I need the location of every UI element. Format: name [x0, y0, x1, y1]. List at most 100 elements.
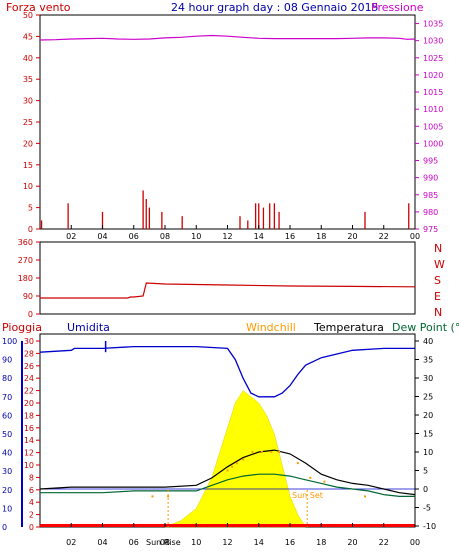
rain-tick-label: 22 — [24, 387, 34, 396]
humidity-tick-label: 100 — [2, 337, 17, 346]
temp-tick-label: 0 — [423, 485, 428, 494]
x-tick-label: 08 — [160, 538, 170, 547]
x-tick-label: 00 — [410, 232, 420, 241]
humidity-tick-label: 90 — [2, 356, 12, 365]
pressure-tick-label: 975 — [423, 225, 438, 234]
windchill-point — [226, 469, 229, 472]
x-tick-label: 18 — [316, 232, 326, 241]
humidity-tick-label: 0 — [2, 523, 7, 532]
pressure-tick-label: 985 — [423, 191, 438, 200]
pressure-tick-label: 990 — [423, 174, 438, 183]
bottom-panel-marks: 0102030405060708090100024681012141618202… — [2, 337, 436, 547]
rain-tick-label: 26 — [24, 362, 34, 371]
x-tick-label: 22 — [379, 232, 389, 241]
compass-label: E — [434, 290, 441, 303]
rain-tick-label: 28 — [24, 349, 34, 358]
direction-tick-label: 90 — [23, 292, 33, 301]
rain-tick-label: 2 — [29, 511, 34, 520]
temp-tick-label: -5 — [423, 504, 431, 513]
humidity-tick-label: 20 — [2, 486, 12, 495]
rain-tick-label: 0 — [29, 523, 34, 532]
wind-tick-label: 25 — [23, 118, 33, 127]
wind-tick-label: 35 — [23, 75, 33, 84]
x-tick-label: 16 — [285, 232, 295, 241]
temp-tick-label: 35 — [423, 356, 433, 365]
compass-label: W — [434, 258, 445, 271]
x-tick-label: 02 — [66, 538, 76, 547]
pressure-line — [39, 34, 416, 41]
humidity-tick-label: 50 — [2, 430, 12, 439]
rain-label: Pioggia — [2, 321, 42, 334]
wind-tick-label: 40 — [23, 54, 33, 63]
direction-tick-label: 270 — [18, 256, 33, 265]
rain-tick-label: 6 — [29, 486, 34, 495]
wind-tick-label: 30 — [23, 97, 33, 106]
direction-tick-label: 180 — [18, 274, 33, 283]
humidity-label: Umidita — [67, 321, 110, 334]
windchill-point — [278, 451, 281, 453]
chart-title: 24 hour graph day : 08 Gennaio 2015 — [171, 1, 379, 14]
wind-tick-label: 10 — [23, 182, 33, 191]
pressure-tick-label: 1030 — [423, 37, 443, 46]
humidity-tick-label: 60 — [2, 411, 12, 420]
humidity-tick-label: 10 — [2, 504, 12, 513]
wind-tick-label: 45 — [23, 32, 33, 41]
x-tick-label: 20 — [347, 538, 357, 547]
compass-label: N — [434, 242, 442, 255]
top-panel-marks: 0510152025303540455097598098599099510001… — [23, 11, 444, 241]
pressure-tick-label: 980 — [423, 208, 438, 217]
rain-tick-label: 16 — [24, 424, 34, 433]
rain-tick-label: 4 — [29, 498, 34, 507]
pressure-tick-label: 1025 — [423, 54, 443, 63]
x-tick-label: 04 — [97, 538, 107, 547]
x-tick-label: 16 — [285, 538, 295, 547]
dewpoint-line — [40, 473, 415, 497]
wind-direction-panel — [39, 241, 416, 315]
humidity-tick-label: 30 — [2, 467, 12, 476]
wind-pressure-panel — [39, 14, 416, 230]
rain-tick-label: 20 — [24, 399, 34, 408]
x-tick-label: 06 — [129, 538, 139, 547]
x-tick-label: 08 — [160, 232, 170, 241]
compass-label: S — [434, 274, 441, 287]
wind-tick-label: 5 — [28, 204, 33, 213]
x-tick-label: 18 — [316, 538, 326, 547]
humidity-tick-label: 40 — [2, 449, 12, 458]
windchill-point — [364, 495, 366, 498]
rain-tick-label: 12 — [24, 449, 34, 458]
temperature-line — [39, 449, 416, 496]
x-tick-label: 14 — [254, 232, 264, 241]
windchill-point — [251, 451, 254, 453]
wind-tick-label: 20 — [23, 139, 33, 148]
direction-tick-label: 0 — [28, 310, 33, 319]
x-tick-label: 22 — [379, 538, 389, 547]
direction-tick-label: 360 — [18, 238, 33, 247]
windchill-point — [270, 451, 273, 453]
x-tick-label: 10 — [191, 232, 201, 241]
temp-tick-label: -10 — [423, 522, 436, 531]
windchill-point — [235, 462, 238, 465]
pressure-tick-label: 995 — [423, 157, 438, 166]
sunset-label: Sun Set — [292, 491, 323, 500]
x-tick-label: 00 — [410, 538, 420, 547]
x-tick-label: 12 — [222, 538, 232, 547]
temp-tick-label: 10 — [423, 448, 433, 457]
pressure-label: Pressione — [371, 1, 424, 14]
temp-tick-label: 30 — [423, 374, 433, 383]
x-tick-label: 10 — [191, 538, 201, 547]
rain-tick-label: 24 — [24, 374, 34, 383]
windchill-point — [309, 476, 312, 479]
temp-tick-label: 40 — [423, 337, 433, 346]
humidity-line — [39, 345, 415, 398]
pressure-tick-label: 1015 — [423, 88, 443, 97]
windchill-point — [296, 462, 299, 465]
compass-label: N — [434, 306, 442, 319]
temp-tick-label: 5 — [423, 467, 428, 476]
temp-tick-label: 25 — [423, 393, 433, 402]
radiation-area — [164, 390, 307, 528]
wind-direction-line — [40, 282, 416, 299]
wind-tick-label: 0 — [28, 225, 33, 234]
pressure-tick-label: 1005 — [423, 122, 443, 131]
